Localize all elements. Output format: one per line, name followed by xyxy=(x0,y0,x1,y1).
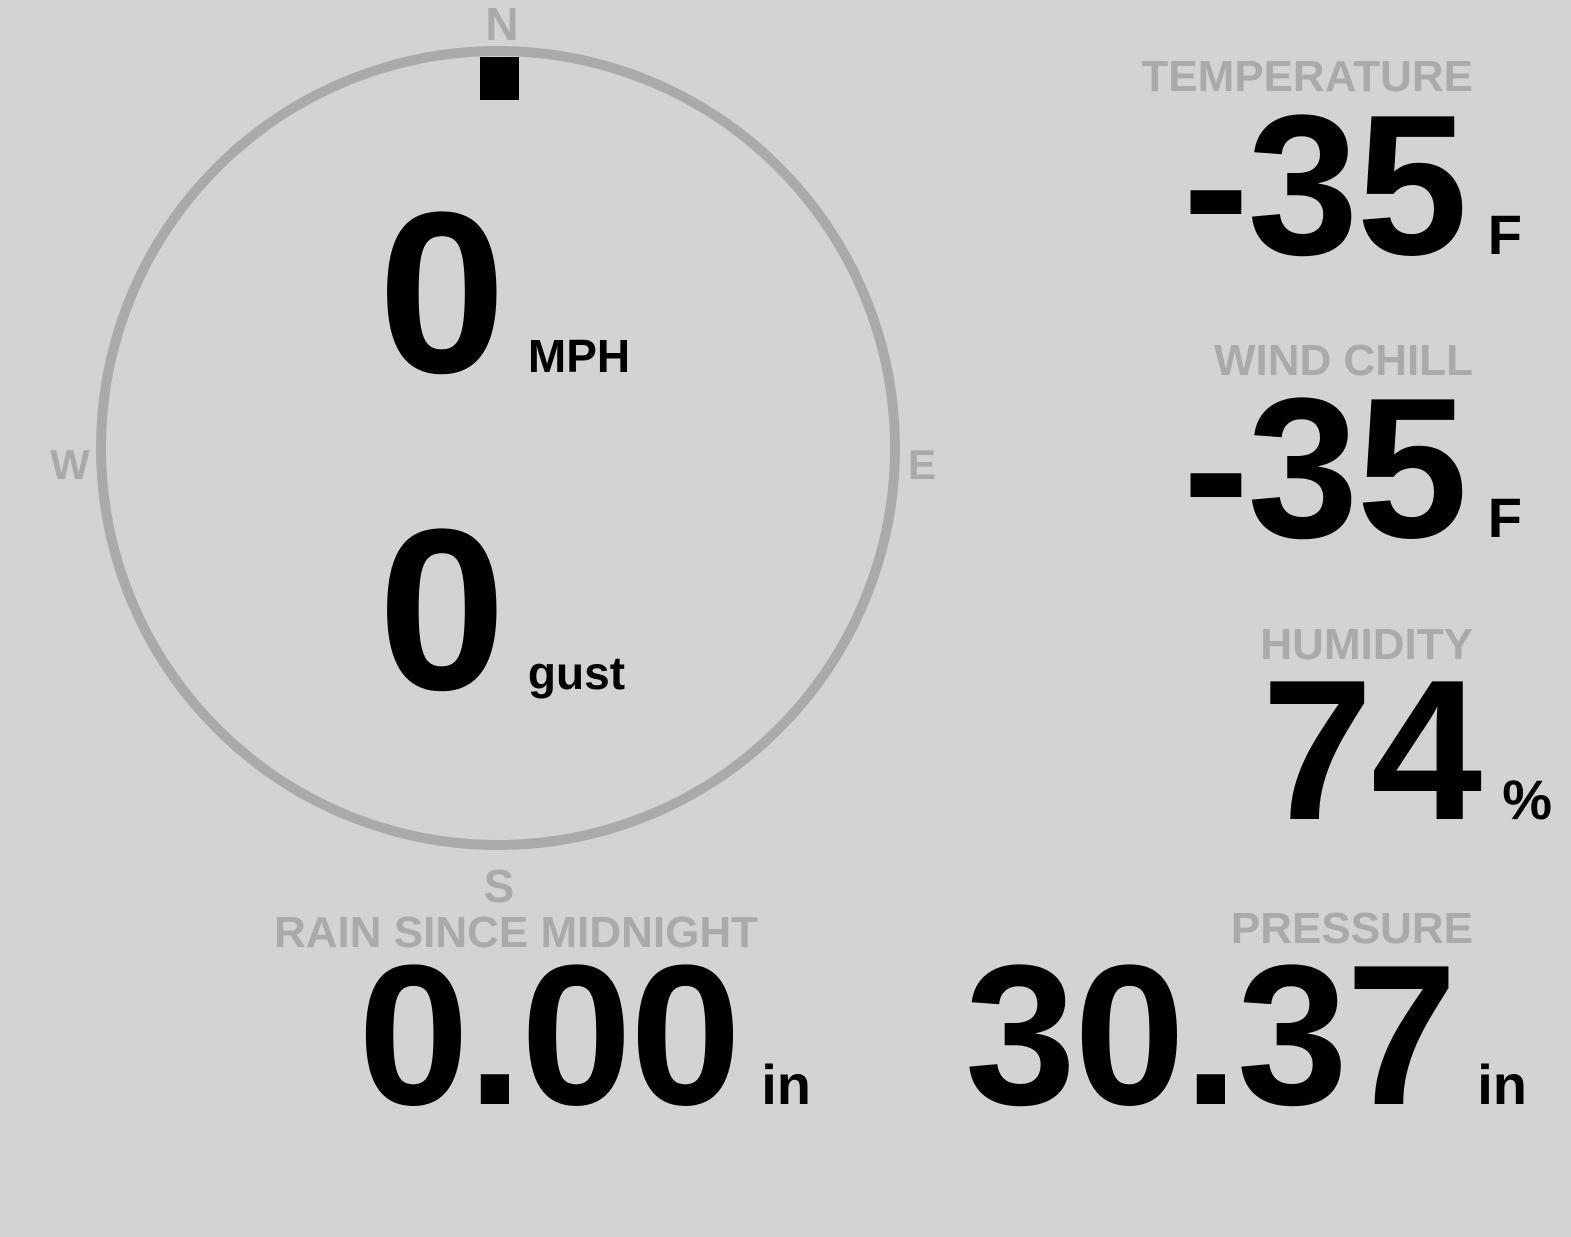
compass-west-label: W xyxy=(50,441,90,488)
rain-unit: in xyxy=(761,1053,811,1116)
wind-chill-reading: -35 F xyxy=(1183,369,1522,569)
compass-north-label: N xyxy=(485,0,519,50)
rain-reading: 0.00 in xyxy=(358,936,811,1136)
wind-gust: 0 gust xyxy=(378,495,625,725)
wind-speed-unit: MPH xyxy=(527,330,631,382)
pressure-value: 30.37 xyxy=(964,924,1457,1147)
wind-speed-value: 0 xyxy=(378,164,506,421)
wind-chill-unit: F xyxy=(1487,486,1522,549)
wind-speed: 0 MPH xyxy=(378,178,630,408)
compass-south-label: S xyxy=(483,860,515,912)
wind-direction-pointer xyxy=(480,57,519,100)
pressure-unit: in xyxy=(1477,1053,1527,1116)
temperature-value: -35 xyxy=(1182,74,1468,297)
humidity-unit: % xyxy=(1502,768,1552,831)
wind-gust-label: gust xyxy=(527,647,626,699)
pressure-label: PRESSURE xyxy=(1230,904,1473,953)
wind-chill-value: -35 xyxy=(1182,357,1468,580)
wind-chill-label: WIND CHILL xyxy=(1213,336,1473,385)
humidity-reading: 74 % xyxy=(1262,651,1552,851)
rain-value: 0.00 xyxy=(357,924,741,1147)
temperature-unit: F xyxy=(1487,203,1522,266)
rain-label: RAIN SINCE MIDNIGHT xyxy=(274,908,758,957)
compass-ring xyxy=(96,46,900,850)
temperature-label: TEMPERATURE xyxy=(1141,52,1473,101)
wind-gust-value: 0 xyxy=(378,481,506,738)
humidity-label: HUMIDITY xyxy=(1260,620,1473,669)
compass-east-label: E xyxy=(907,441,937,488)
humidity-value: 74 xyxy=(1261,639,1482,862)
pressure-reading: 30.37 in xyxy=(965,936,1527,1136)
temperature-reading: -35 F xyxy=(1183,86,1522,286)
